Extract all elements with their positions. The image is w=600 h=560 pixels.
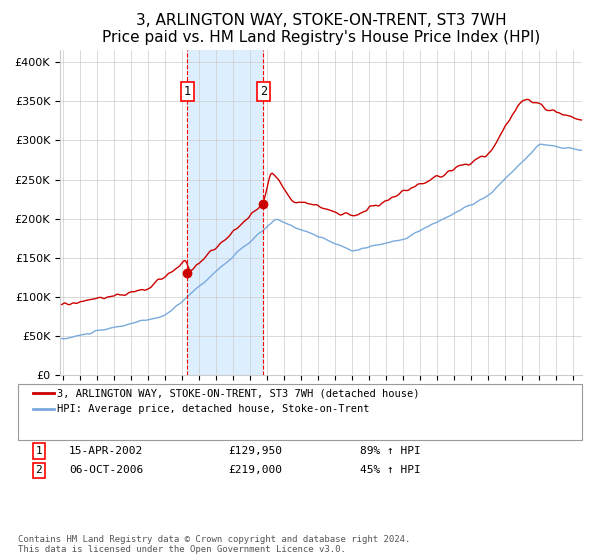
Bar xyxy=(187,50,263,375)
Title: 3, ARLINGTON WAY, STOKE-ON-TRENT, ST3 7WH
Price paid vs. HM Land Registry's Hous: 3, ARLINGTON WAY, STOKE-ON-TRENT, ST3 7W… xyxy=(102,13,540,45)
Text: HPI: Average price, detached house, Stoke-on-Trent: HPI: Average price, detached house, Stok… xyxy=(57,404,370,414)
Text: £219,000: £219,000 xyxy=(228,465,282,475)
Text: 2: 2 xyxy=(260,85,267,97)
Text: 2: 2 xyxy=(35,465,43,475)
Text: 06-OCT-2006: 06-OCT-2006 xyxy=(69,465,143,475)
Text: 1: 1 xyxy=(184,85,191,97)
Text: 15-APR-2002: 15-APR-2002 xyxy=(69,446,143,456)
Text: 45% ↑ HPI: 45% ↑ HPI xyxy=(360,465,421,475)
Text: Contains HM Land Registry data © Crown copyright and database right 2024.
This d: Contains HM Land Registry data © Crown c… xyxy=(18,535,410,554)
Text: £129,950: £129,950 xyxy=(228,446,282,456)
Text: 3, ARLINGTON WAY, STOKE-ON-TRENT, ST3 7WH (detached house): 3, ARLINGTON WAY, STOKE-ON-TRENT, ST3 7W… xyxy=(57,388,419,398)
Text: 89% ↑ HPI: 89% ↑ HPI xyxy=(360,446,421,456)
Text: 1: 1 xyxy=(35,446,43,456)
